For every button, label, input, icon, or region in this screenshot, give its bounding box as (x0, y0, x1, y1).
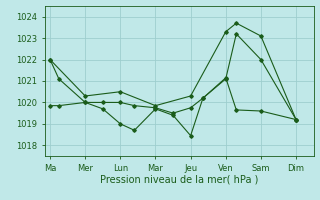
X-axis label: Pression niveau de la mer( hPa ): Pression niveau de la mer( hPa ) (100, 174, 258, 184)
